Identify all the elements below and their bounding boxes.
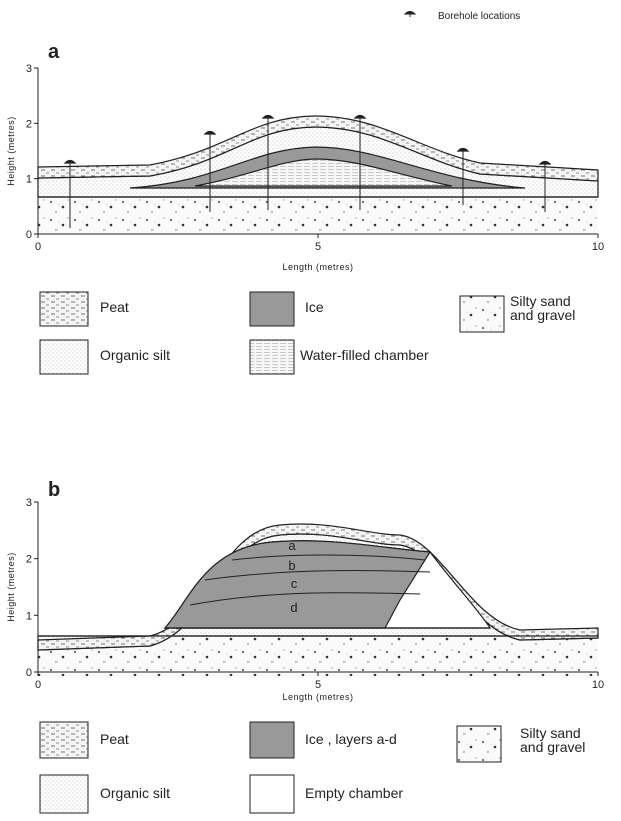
y-tick-label: 3 bbox=[26, 497, 32, 509]
legend-label: Peat bbox=[100, 731, 129, 747]
x-tick-label: 10 bbox=[592, 241, 604, 253]
x-axis-label: Length (metres) bbox=[282, 262, 353, 272]
x-tick-label: 0 bbox=[35, 241, 41, 253]
layer-label: d bbox=[290, 600, 297, 615]
legend-label: Silty sand bbox=[510, 293, 571, 309]
legend-swatches bbox=[39, 291, 505, 814]
x-tick-label: 5 bbox=[315, 679, 321, 691]
legend-label: Water-filled chamber bbox=[300, 347, 429, 363]
legend-label: and gravel bbox=[510, 307, 575, 323]
y-tick-label: 2 bbox=[26, 554, 32, 566]
panel-label: a bbox=[48, 41, 60, 63]
legend-label: Peat bbox=[100, 299, 129, 315]
legend-label: and gravel bbox=[520, 739, 585, 755]
layer-label: c bbox=[291, 576, 298, 591]
borehole-legend: Borehole locations bbox=[438, 11, 520, 22]
layer-label: b bbox=[288, 558, 295, 573]
legend-label: Empty chamber bbox=[305, 785, 403, 801]
y-axis-label: Height (metres) bbox=[6, 116, 16, 186]
x-tick-label: 0 bbox=[35, 679, 41, 691]
legend-label: Silty sand bbox=[520, 725, 581, 741]
y-tick-label: 0 bbox=[26, 229, 32, 241]
y-tick-label: 1 bbox=[26, 174, 32, 186]
x-tick-label: 5 bbox=[315, 241, 321, 253]
panel-label: b bbox=[48, 479, 60, 501]
layer-label: a bbox=[288, 538, 296, 553]
legend-label: Organic silt bbox=[100, 347, 170, 363]
y-tick-label: 0 bbox=[26, 667, 32, 679]
borehole-icon bbox=[403, 11, 417, 17]
y-tick-label: 1 bbox=[26, 610, 32, 622]
section-b bbox=[37, 523, 599, 676]
y-tick-label: 3 bbox=[26, 63, 32, 75]
y-axis-label: Height (metres) bbox=[6, 552, 16, 622]
x-axis-label: Length (metres) bbox=[282, 692, 353, 702]
section-a bbox=[37, 114, 599, 234]
legend-label: Organic silt bbox=[100, 785, 170, 801]
y-tick-label: 2 bbox=[26, 118, 32, 130]
x-tick-label: 10 bbox=[592, 679, 604, 691]
legend-label: Ice bbox=[305, 299, 324, 315]
legend-label: Ice , layers a-d bbox=[305, 731, 397, 747]
